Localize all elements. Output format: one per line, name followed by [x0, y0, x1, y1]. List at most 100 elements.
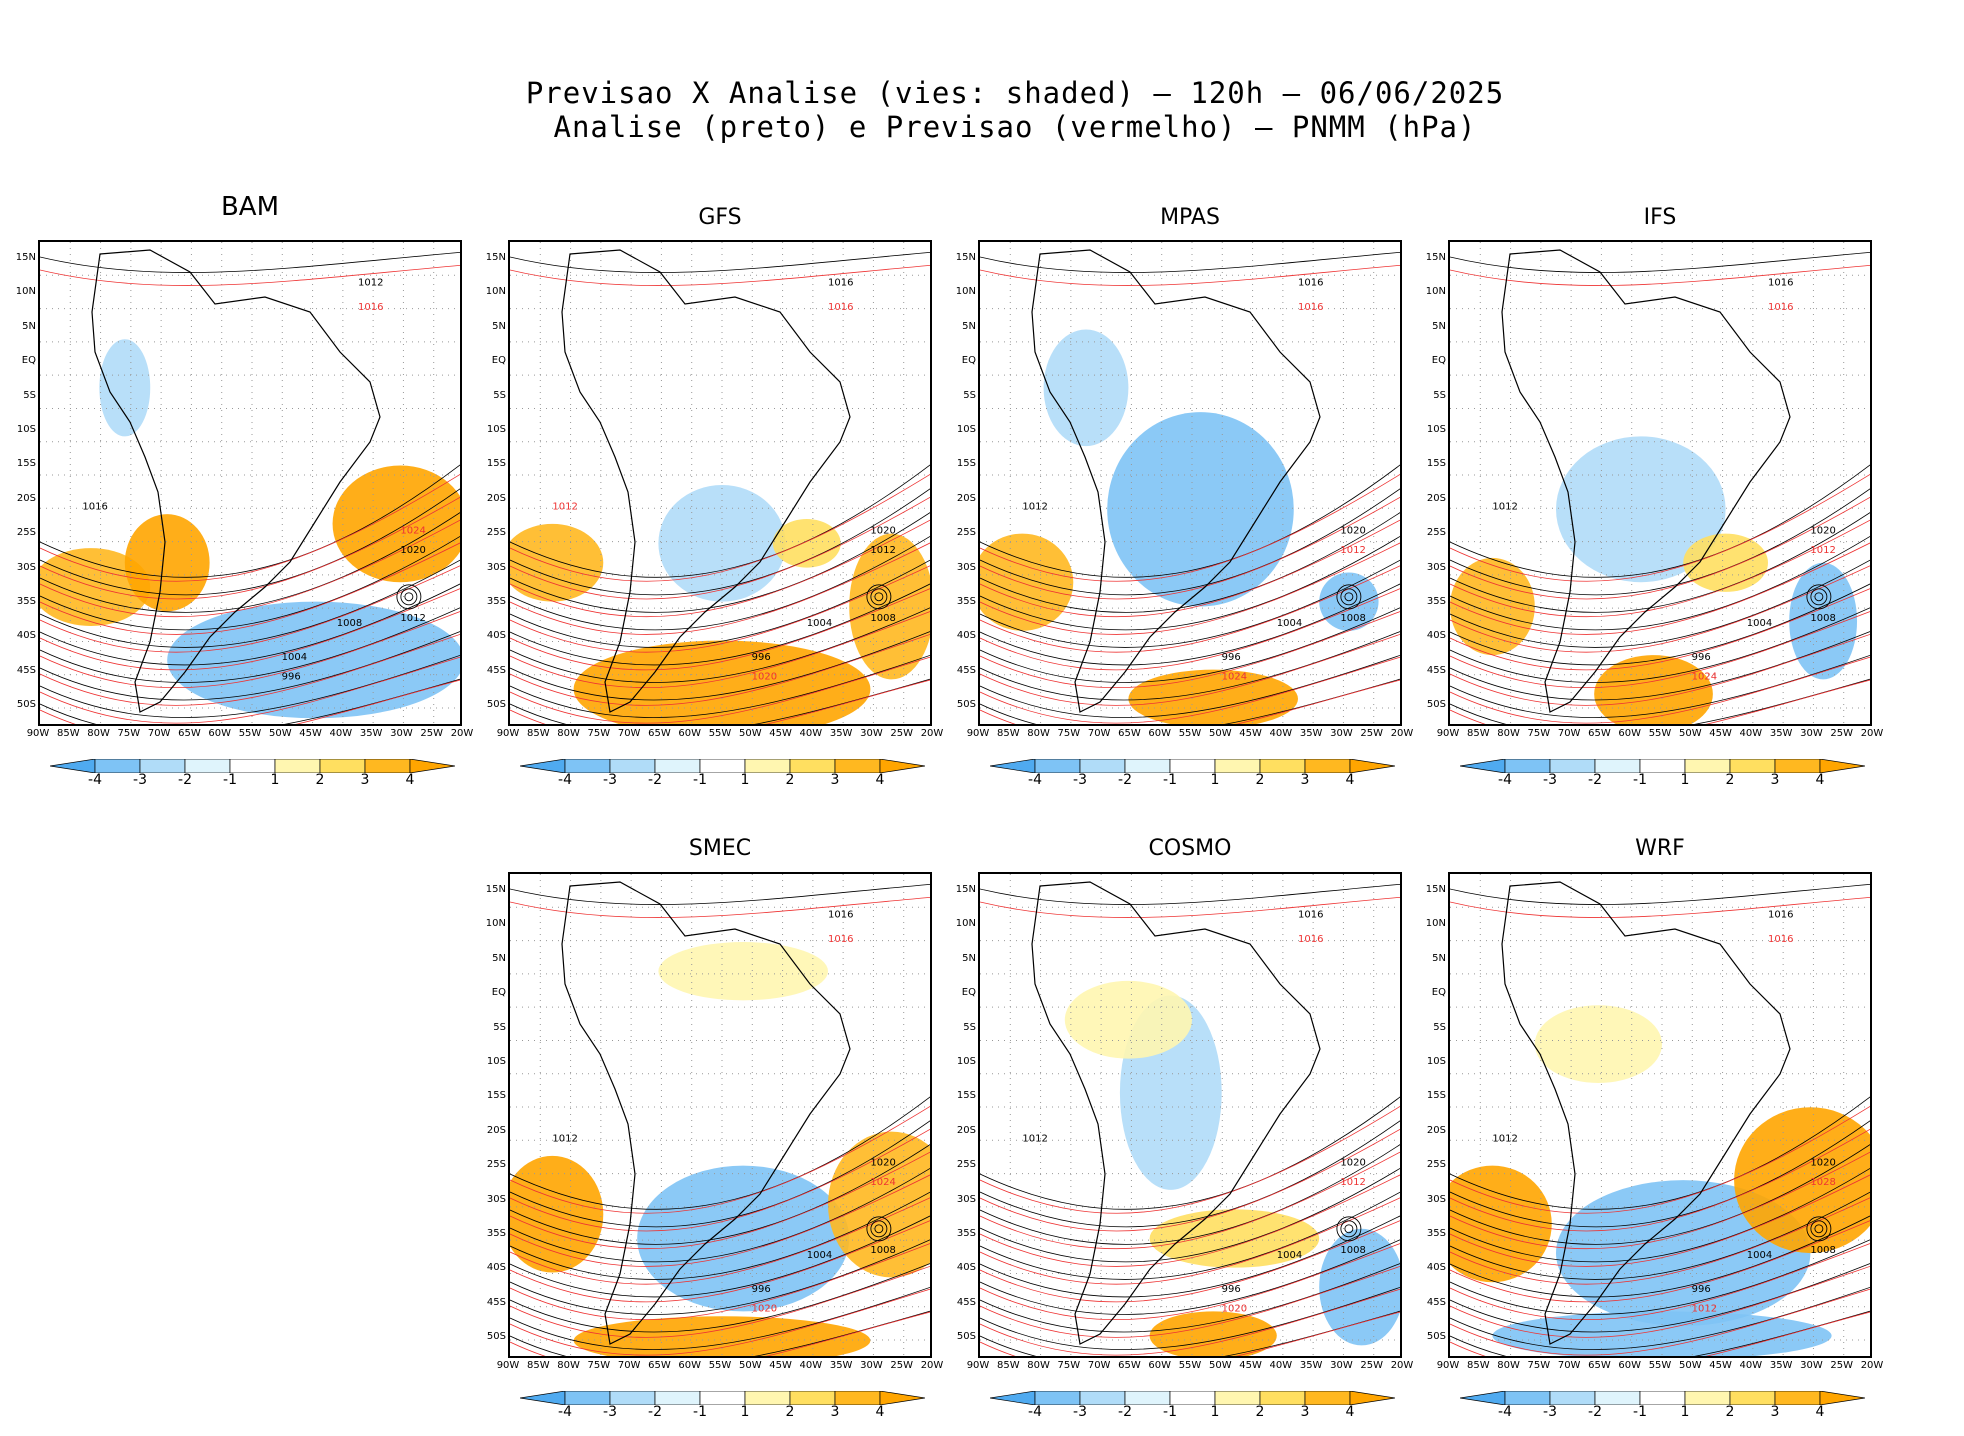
- lon-label: 25W: [890, 728, 914, 739]
- isobar-analysis: [980, 1263, 1400, 1333]
- isobar-forecast: [40, 264, 460, 286]
- panel-title-mpas: MPAS: [1160, 205, 1220, 230]
- bias-region: [1534, 1005, 1662, 1083]
- low-pressure-center: [404, 592, 414, 602]
- colorbar-swatch: [789, 1390, 836, 1406]
- colorbar: [1459, 1390, 1866, 1409]
- lon-label: 55W: [1178, 1360, 1202, 1371]
- colorbar-swatch: [699, 758, 746, 774]
- colorbar: [1459, 758, 1866, 777]
- colorbar-swatch: [1504, 758, 1551, 774]
- colorbar-swatch: [1504, 1390, 1551, 1406]
- contour-label: 1008: [1340, 613, 1365, 624]
- lat-label: 10S: [1426, 424, 1446, 435]
- isobar-forecast: [40, 565, 460, 653]
- colorbar-label: -4: [1028, 1404, 1042, 1420]
- isobar-analysis: [1450, 512, 1870, 613]
- isobar-analysis: [510, 607, 930, 683]
- bias-region: [772, 519, 841, 568]
- isobar-analysis: [1450, 251, 1870, 273]
- isobar-forecast: [980, 1243, 1400, 1321]
- contour-label: 996: [752, 652, 771, 663]
- lon-label: 60W: [1148, 728, 1172, 739]
- lat-label: 20S: [16, 492, 36, 504]
- lat-label: 25S: [956, 527, 976, 539]
- contour-label: 1020: [1222, 1303, 1247, 1314]
- colorbar-swatch: [564, 758, 611, 774]
- low-pressure-center: [874, 1224, 884, 1234]
- isobar-analysis: [980, 535, 1400, 631]
- lat-label: 35S: [16, 596, 36, 607]
- contour-label: 1016: [828, 278, 853, 289]
- title-line-2: Analise (preto) e Previsao (vermelho) – …: [553, 110, 1477, 144]
- lon-label: 20W: [920, 728, 944, 739]
- colorbar-label: -2: [1588, 1404, 1602, 1420]
- isobar-analysis: [980, 583, 1400, 666]
- isobar-analysis: [1450, 1120, 1870, 1228]
- coastline: [1031, 881, 1321, 1345]
- bias-field-ifs: 1016 1016 1012 1020 1012 1008 1004 996 1024: [1450, 242, 1870, 724]
- colorbar-label: 3: [1770, 1404, 1780, 1420]
- lat-label: 30S: [486, 561, 506, 573]
- colorbar: [519, 758, 926, 777]
- isobar-forecast: [1450, 1265, 1870, 1338]
- isobar-analysis: [1450, 654, 1870, 718]
- lat-label: 30S: [486, 1193, 506, 1205]
- colorbar-swatch: [654, 1390, 701, 1406]
- contour-label: 1008: [870, 613, 895, 624]
- colorbar-label: -1: [1163, 772, 1177, 788]
- contour-label: 1024: [1692, 671, 1717, 682]
- bias-region: [1107, 412, 1294, 607]
- isobar-forecast: [1450, 1105, 1870, 1214]
- isobar-analysis: [510, 251, 930, 273]
- lat-label: 50S: [956, 699, 976, 711]
- lon-label: 25W: [1360, 728, 1384, 739]
- lon-label: 80W: [1497, 728, 1520, 739]
- isobar-analysis: [40, 607, 460, 683]
- bias-field-bam: 1012 1016 1016 1024 1020 1012 1008 1004 996: [40, 242, 460, 724]
- isobar-analysis: [510, 488, 930, 596]
- colorbar-swatch: [1639, 1390, 1686, 1406]
- colorbar-swatch: [1774, 1390, 1821, 1406]
- isobar-analysis: [510, 1096, 930, 1210]
- isobar-forecast: [510, 1197, 930, 1285]
- colorbar-label: 2: [1725, 772, 1735, 788]
- lon-label: 65W: [648, 1360, 671, 1371]
- colorbar-swatch: [1729, 1390, 1776, 1406]
- isobar-forecast: [510, 1174, 930, 1267]
- colorbar-swatch: [699, 1390, 746, 1406]
- coastline: [1501, 249, 1791, 713]
- isobar-analysis: [40, 512, 460, 613]
- lat-label: 5N: [962, 320, 976, 332]
- isobar-forecast: [510, 611, 930, 689]
- isobar-analysis: [1450, 1167, 1870, 1263]
- lon-label: 90W: [966, 728, 990, 739]
- isobar-forecast: [510, 679, 930, 724]
- colorbar-label: -1: [693, 772, 707, 788]
- contour-label: 1016: [1298, 910, 1323, 921]
- lat-label: 40S: [1426, 1262, 1446, 1274]
- lat-label: 15S: [486, 1090, 506, 1102]
- colorbar-label: -2: [648, 772, 662, 788]
- colorbar-swatch: [834, 758, 881, 774]
- lat-label: EQ: [961, 355, 976, 367]
- colorbar-swatch: [1459, 758, 1506, 774]
- lon-label: 75W: [587, 1360, 611, 1371]
- colorbar-swatch: [989, 758, 1036, 774]
- low-pressure-center: [1344, 592, 1354, 602]
- lon-label: 85W: [996, 1360, 1020, 1371]
- contour-label: 1008: [870, 1245, 895, 1256]
- colorbar-swatch: [409, 758, 456, 774]
- lon-label: 55W: [708, 728, 732, 739]
- lon-label: 30W: [1330, 1360, 1353, 1371]
- colorbar-swatch: [1259, 758, 1306, 774]
- colorbar-swatch: [1729, 758, 1776, 774]
- isobar-forecast: [980, 264, 1400, 286]
- bias-region: [1450, 1165, 1552, 1283]
- colorbar-swatch: [879, 758, 926, 774]
- colorbar-swatch: [1079, 758, 1126, 774]
- lon-label: 65W: [648, 728, 671, 739]
- isobar-analysis: [980, 488, 1400, 596]
- colorbar-label: -4: [558, 1404, 572, 1420]
- bias-region: [828, 1131, 930, 1278]
